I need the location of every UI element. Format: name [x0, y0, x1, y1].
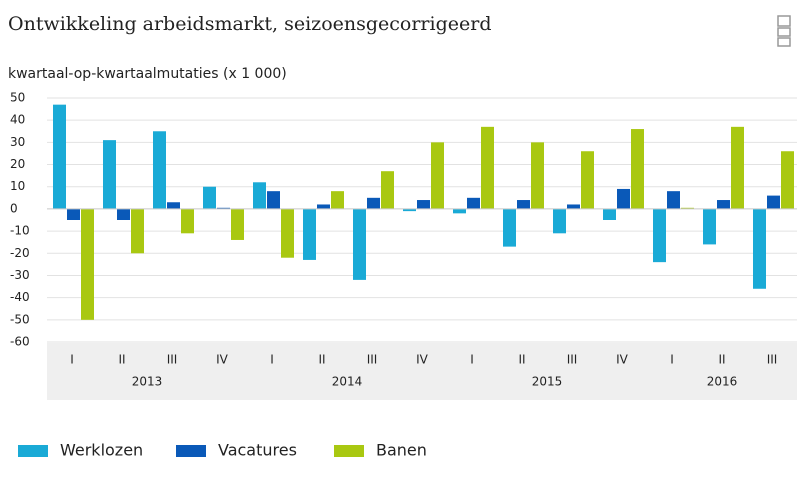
bar	[603, 208, 616, 220]
x-tick-label: IV	[416, 353, 429, 367]
bar	[631, 129, 644, 209]
bar	[453, 208, 466, 214]
x-tick-label: I	[470, 353, 474, 367]
bar	[467, 197, 480, 209]
bar	[753, 208, 766, 289]
y-tick-label: -20	[10, 246, 30, 260]
bar	[253, 182, 266, 209]
x-tick-label: I	[270, 353, 274, 367]
bar	[731, 126, 744, 209]
bar	[553, 208, 566, 234]
bar	[367, 197, 380, 209]
y-tick-label: 0	[10, 201, 18, 215]
bar	[131, 208, 144, 254]
bar	[203, 186, 216, 209]
bar	[567, 204, 580, 209]
bar	[517, 200, 530, 209]
x-tick-label: II	[318, 353, 325, 367]
bar	[231, 208, 244, 240]
bar	[767, 195, 780, 209]
y-tick-label: -30	[10, 268, 30, 282]
bar	[353, 208, 366, 280]
x-tick-label: II	[118, 353, 125, 367]
y-tick-label: -40	[10, 290, 30, 304]
bar	[417, 200, 430, 209]
bar	[481, 126, 494, 209]
legend-label: Banen	[376, 441, 427, 460]
x-tick-label: II	[518, 353, 525, 367]
x-tick-label: IV	[216, 353, 229, 367]
x-tick-label: I	[670, 353, 674, 367]
x-tick-label: III	[767, 353, 778, 367]
year-label: 2015	[532, 375, 563, 389]
bar	[153, 131, 166, 209]
bar	[303, 208, 316, 260]
bar	[617, 188, 630, 209]
legend-swatch	[176, 445, 206, 457]
bar	[181, 208, 194, 234]
bar	[653, 208, 666, 263]
bar	[167, 202, 180, 209]
bar	[717, 200, 730, 209]
y-tick-label: -60	[10, 335, 30, 349]
legend-swatch	[334, 445, 364, 457]
bar	[81, 208, 94, 320]
y-tick-label: -50	[10, 312, 30, 326]
year-label: 2016	[707, 375, 738, 389]
bar	[403, 208, 416, 212]
legend-swatch	[18, 445, 48, 457]
bar	[503, 208, 516, 247]
legend-label: Vacatures	[218, 441, 297, 460]
bar	[117, 208, 130, 220]
x-axis-band	[47, 343, 797, 400]
bar	[703, 208, 716, 245]
x-tick-label: III	[567, 353, 578, 367]
y-tick-label: 20	[10, 157, 25, 171]
bar	[281, 208, 294, 258]
bar	[681, 207, 694, 209]
bar	[531, 142, 544, 209]
y-tick-label: -10	[10, 224, 30, 238]
year-label: 2014	[332, 375, 363, 389]
bar	[581, 151, 594, 209]
bar	[103, 140, 116, 209]
y-tick-label: 50	[10, 91, 25, 105]
x-tick-label: II	[718, 353, 725, 367]
bar	[431, 142, 444, 209]
y-tick-label: 10	[10, 179, 25, 193]
x-tick-label: I	[70, 353, 74, 367]
y-tick-label: 30	[10, 135, 25, 149]
bar	[381, 171, 394, 209]
bar	[781, 151, 794, 209]
bar	[331, 191, 344, 209]
x-tick-label: III	[167, 353, 178, 367]
logo	[777, 15, 791, 47]
bar	[267, 191, 280, 209]
bar	[67, 208, 80, 220]
legend-label: Werklozen	[60, 441, 143, 460]
bar	[667, 191, 680, 209]
year-label: 2013	[132, 375, 163, 389]
y-axis-label: kwartaal-op-kwartaalmutaties (x 1 000)	[8, 66, 287, 82]
y-tick-label: 40	[10, 113, 25, 127]
bar	[53, 104, 66, 209]
bar	[217, 207, 230, 209]
bar	[317, 204, 330, 209]
x-tick-label: III	[367, 353, 378, 367]
chart-title: Ontwikkeling arbeidsmarkt, seizoensgecor…	[8, 13, 492, 35]
x-tick-label: IV	[616, 353, 629, 367]
